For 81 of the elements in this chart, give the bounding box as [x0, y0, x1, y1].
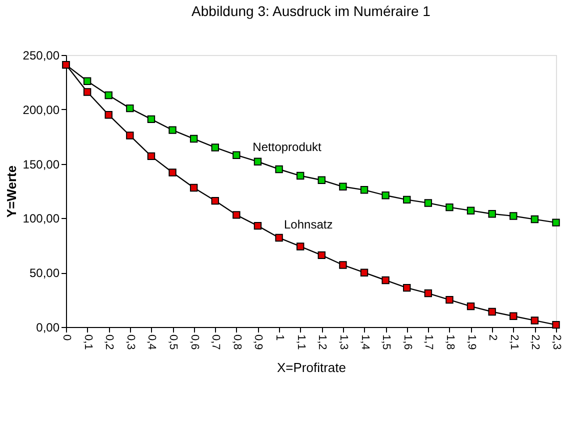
point: [104, 110, 112, 119]
point: [382, 192, 390, 200]
x-tick-label: 0,6: [188, 334, 200, 350]
point: [126, 104, 134, 112]
chart-title: Abbildung 3: Ausdruck im Numéraire 1: [192, 3, 431, 19]
point: [424, 289, 432, 298]
x-tick-label: 1,6: [401, 334, 414, 350]
point: [530, 215, 539, 224]
point: [168, 168, 176, 176]
x-axis-title: X=Profitrate: [276, 360, 346, 375]
x-tick-label: 1,7: [422, 334, 435, 350]
point: [510, 312, 518, 320]
y-axis-title: Y=Werte: [4, 165, 19, 218]
y-tick-label: 250,00: [22, 48, 60, 62]
series-label: Lohnsatz: [284, 217, 333, 232]
point: [296, 172, 304, 180]
point: [530, 316, 539, 324]
y-tick-label: 150,00: [22, 157, 60, 172]
point: [254, 222, 262, 230]
series-label: Nettoprodukt: [252, 140, 322, 154]
x-tick-label: 1,5: [380, 334, 392, 350]
point: [446, 296, 454, 304]
point: [339, 261, 347, 269]
point: [466, 302, 475, 310]
point: [211, 196, 219, 205]
point: [466, 206, 475, 214]
x-tick-label: 0: [60, 334, 72, 341]
y-tick-label: 50,00: [29, 266, 60, 280]
point: [424, 199, 432, 207]
point: [190, 134, 198, 143]
point: [254, 158, 262, 166]
x-tick-label: 2,2: [529, 334, 542, 350]
point: [510, 212, 518, 220]
point: [232, 151, 240, 159]
point: [275, 165, 283, 174]
x-tick-label: 1,8: [444, 334, 456, 350]
x-tick-label: 1,2: [316, 334, 328, 350]
point: [318, 251, 326, 260]
y-tick-label: 200,00: [22, 102, 60, 117]
point: [211, 144, 219, 152]
point: [403, 196, 411, 204]
x-tick-label: 0,2: [103, 334, 116, 350]
x-tick-label: 0,8: [230, 334, 243, 350]
point: [275, 234, 283, 242]
point: [190, 184, 198, 192]
point: [488, 210, 496, 218]
x-tick-label: 0,3: [124, 334, 136, 350]
x-tick-label: 0,9: [252, 334, 264, 350]
x-tick-label: 1,1: [294, 334, 307, 350]
point: [488, 308, 496, 316]
x-tick-label: 2,3: [550, 334, 562, 350]
point: [147, 152, 156, 160]
y-tick-label: 100,00: [22, 212, 60, 226]
x-tick-label: 2,1: [508, 334, 520, 350]
point: [232, 211, 240, 219]
x-tick-label: 0,5: [167, 334, 180, 350]
point: [83, 88, 92, 96]
point: [360, 186, 368, 194]
x-tick-label: 1,4: [358, 334, 371, 350]
x-tick-label: 1,3: [337, 334, 350, 350]
point: [168, 126, 176, 134]
x-tick-label: 0,4: [146, 334, 158, 350]
point: [147, 115, 156, 124]
x-tick-label: 0,1: [82, 334, 94, 350]
point: [552, 320, 560, 329]
x-tick-label: 1: [274, 334, 286, 341]
x-tick-label: 2: [486, 334, 499, 341]
y-tick-label: 0,00: [36, 320, 60, 334]
point: [104, 91, 112, 100]
point: [318, 176, 326, 184]
point: [360, 268, 368, 276]
point: [382, 276, 390, 284]
point: [126, 132, 134, 140]
point: [83, 77, 92, 85]
point: [552, 218, 560, 226]
point: [446, 203, 454, 212]
point: [403, 284, 411, 292]
point: [339, 182, 347, 190]
x-tick-label: 0,7: [210, 334, 222, 350]
point: [296, 242, 304, 250]
x-tick-label: 1,9: [465, 334, 478, 350]
